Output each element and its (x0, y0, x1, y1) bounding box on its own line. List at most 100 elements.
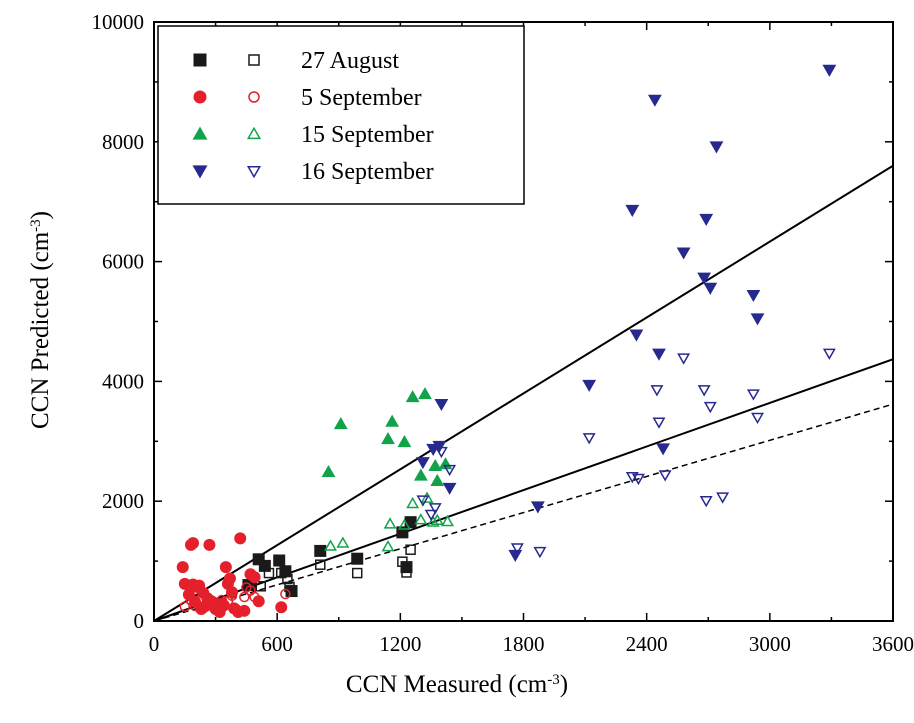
data-point-triangle-up-filled (397, 434, 412, 448)
data-point-circle-filled (176, 561, 189, 574)
dashed-reference-line (153, 403, 894, 622)
data-point-triangle-up-open (406, 496, 420, 509)
data-point-triangle-up-open (336, 536, 350, 548)
y-tick-label: 2000 (102, 489, 144, 513)
legend-marker-open (248, 54, 260, 66)
data-point-triangle-up-filled (385, 414, 400, 427)
y-axis-label: CCN Predicted (cm-3) (27, 211, 54, 429)
data-point-square-open (282, 573, 293, 585)
legend-marker-open (246, 126, 262, 140)
data-point-triangle-down-open (434, 446, 448, 459)
data-point-square-open (315, 559, 326, 570)
data-point-triangle-down-open (697, 385, 711, 397)
legend-label: 16 September (301, 159, 434, 185)
data-point-triangle-up-filled (405, 390, 420, 403)
data-point-circle-filled (248, 571, 261, 584)
legend-label: 5 September (301, 85, 422, 111)
legend-marker-filled (192, 126, 208, 140)
x-tick-label: 0 (149, 632, 160, 656)
data-point-square-open (351, 567, 363, 579)
data-point-triangle-down-open (746, 389, 760, 401)
data-point-triangle-up-filled (333, 417, 348, 430)
data-point-square-open (405, 544, 416, 555)
data-point-circle-filled (252, 595, 265, 608)
data-point-triangle-down-open (582, 433, 596, 445)
data-point-circle-filled (223, 572, 236, 585)
data-point-triangle-down-filled (508, 549, 523, 563)
data-point-triangle-down-filled (652, 348, 666, 361)
y-tick-label: 8000 (102, 130, 144, 154)
data-point-triangle-down-open (652, 417, 666, 429)
data-point-circle-filled (238, 604, 251, 617)
legend: 27 August 5 September 15 September 16 Septe… (157, 25, 525, 205)
data-point-triangle-down-filled (746, 289, 761, 303)
data-point-square-filled (351, 552, 364, 565)
data-point-triangle-up-open (414, 513, 428, 525)
data-point-triangle-down-filled (530, 501, 545, 514)
y-axis-label-text: CCN Predicted (cm (27, 231, 54, 429)
x-tick-label: 1800 (503, 632, 545, 656)
data-point-circle-filled (234, 532, 247, 545)
data-point-circle-filled (203, 538, 216, 551)
y-axis-label-suffix: ) (27, 211, 54, 219)
data-point-circle-open (230, 603, 242, 615)
data-point-triangle-up-open (441, 514, 455, 527)
data-point-triangle-up-open (383, 517, 397, 529)
data-point-triangle-up-open (426, 515, 440, 527)
x-tick-label: 3000 (749, 632, 791, 656)
x-tick-label: 2400 (626, 632, 668, 656)
legend-marker-filled (193, 53, 207, 67)
data-point-square-open (401, 567, 412, 578)
data-point-triangle-down-filled (697, 272, 712, 285)
y-axis-label-sup: -3 (28, 219, 44, 232)
data-point-triangle-up-open (397, 518, 411, 530)
data-point-square-open (263, 567, 275, 579)
data-point-triangle-down-open (677, 353, 691, 365)
data-point-triangle-down-filled (647, 94, 662, 107)
data-point-triangle-up-open (420, 491, 434, 503)
x-axis-label-text: CCN Measured (cm (346, 671, 548, 698)
data-point-triangle-down-filled (629, 329, 644, 342)
x-tick-label: 3600 (872, 632, 914, 656)
y-tick-label: 6000 (102, 250, 144, 274)
legend-marker-filled (193, 90, 207, 104)
data-point-triangle-down-filled (822, 64, 837, 77)
data-point-triangle-down-filled (582, 379, 597, 392)
data-point-triangle-down-open (631, 473, 645, 486)
data-point-triangle-down-open (443, 464, 457, 477)
data-point-square-open (255, 581, 266, 592)
x-tick-label: 1200 (379, 632, 421, 656)
legend-label: 15 September (301, 122, 434, 148)
y-tick-label: 0 (134, 609, 145, 633)
data-point-triangle-up-open (324, 539, 338, 551)
data-point-circle-filled (226, 586, 239, 599)
x-axis-label-suffix: ) (560, 671, 568, 698)
data-point-triangle-down-filled (709, 141, 724, 154)
data-point-triangle-down-open (424, 509, 438, 522)
data-points (176, 64, 837, 619)
data-point-triangle-up-filled (428, 458, 443, 472)
legend-box (157, 25, 525, 205)
data-point-triangle-down-filled (625, 204, 640, 217)
data-point-circle-open (239, 591, 250, 603)
data-point-triangle-down-filled (703, 282, 718, 295)
data-point-triangle-up-filled (413, 468, 428, 481)
data-point-triangle-down-filled (656, 443, 670, 456)
data-point-square-filled (273, 554, 286, 567)
data-point-triangle-down-open (416, 495, 430, 507)
data-point-triangle-up-filled (381, 432, 395, 445)
data-point-triangle-up-open (430, 513, 444, 525)
data-point-circle-open (249, 591, 260, 603)
data-point-triangle-down-filled (676, 247, 691, 260)
x-tick-label: 600 (261, 632, 293, 656)
data-point-triangle-down-open (751, 412, 764, 425)
data-point-triangle-down-filled (750, 313, 765, 326)
data-point-triangle-down-open (703, 401, 717, 414)
data-point-triangle-down-open (533, 546, 547, 559)
data-point-triangle-down-filled (434, 398, 449, 412)
data-point-triangle-up-open (381, 540, 395, 552)
data-point-circle-open (179, 601, 191, 612)
y-tick-label: 4000 (102, 369, 144, 393)
data-point-triangle-down-filled (699, 213, 714, 226)
